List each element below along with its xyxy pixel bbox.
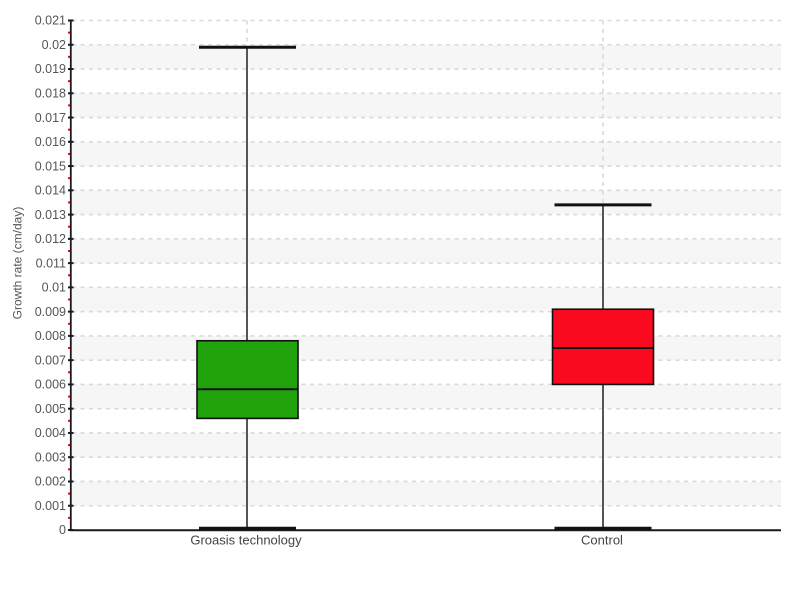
svg-text:0.017: 0.017	[35, 111, 66, 125]
svg-text:0.004: 0.004	[35, 426, 66, 440]
svg-text:0.018: 0.018	[35, 86, 66, 100]
svg-text:0.015: 0.015	[35, 159, 66, 173]
svg-text:Control: Control	[581, 533, 623, 548]
svg-text:0.013: 0.013	[35, 208, 66, 222]
svg-text:0.003: 0.003	[35, 450, 66, 464]
svg-text:0.001: 0.001	[35, 499, 66, 513]
svg-text:0.021: 0.021	[35, 14, 66, 28]
svg-text:0.01: 0.01	[42, 281, 66, 295]
svg-text:0.011: 0.011	[36, 256, 66, 270]
svg-text:Groasis technology: Groasis technology	[190, 533, 302, 548]
svg-text:0: 0	[59, 523, 66, 537]
svg-text:Growth rate (cm/day): Growth rate (cm/day)	[11, 207, 25, 320]
svg-text:0.019: 0.019	[35, 62, 66, 76]
svg-text:0.02: 0.02	[42, 38, 66, 52]
svg-text:0.009: 0.009	[35, 305, 66, 319]
svg-text:0.016: 0.016	[35, 135, 66, 149]
svg-text:0.012: 0.012	[35, 232, 66, 246]
svg-text:0.014: 0.014	[35, 184, 66, 198]
svg-text:0.002: 0.002	[35, 475, 66, 489]
svg-text:0.005: 0.005	[35, 402, 66, 416]
svg-text:0.007: 0.007	[35, 353, 66, 367]
svg-text:0.008: 0.008	[35, 329, 66, 343]
svg-text:0.006: 0.006	[35, 378, 66, 392]
